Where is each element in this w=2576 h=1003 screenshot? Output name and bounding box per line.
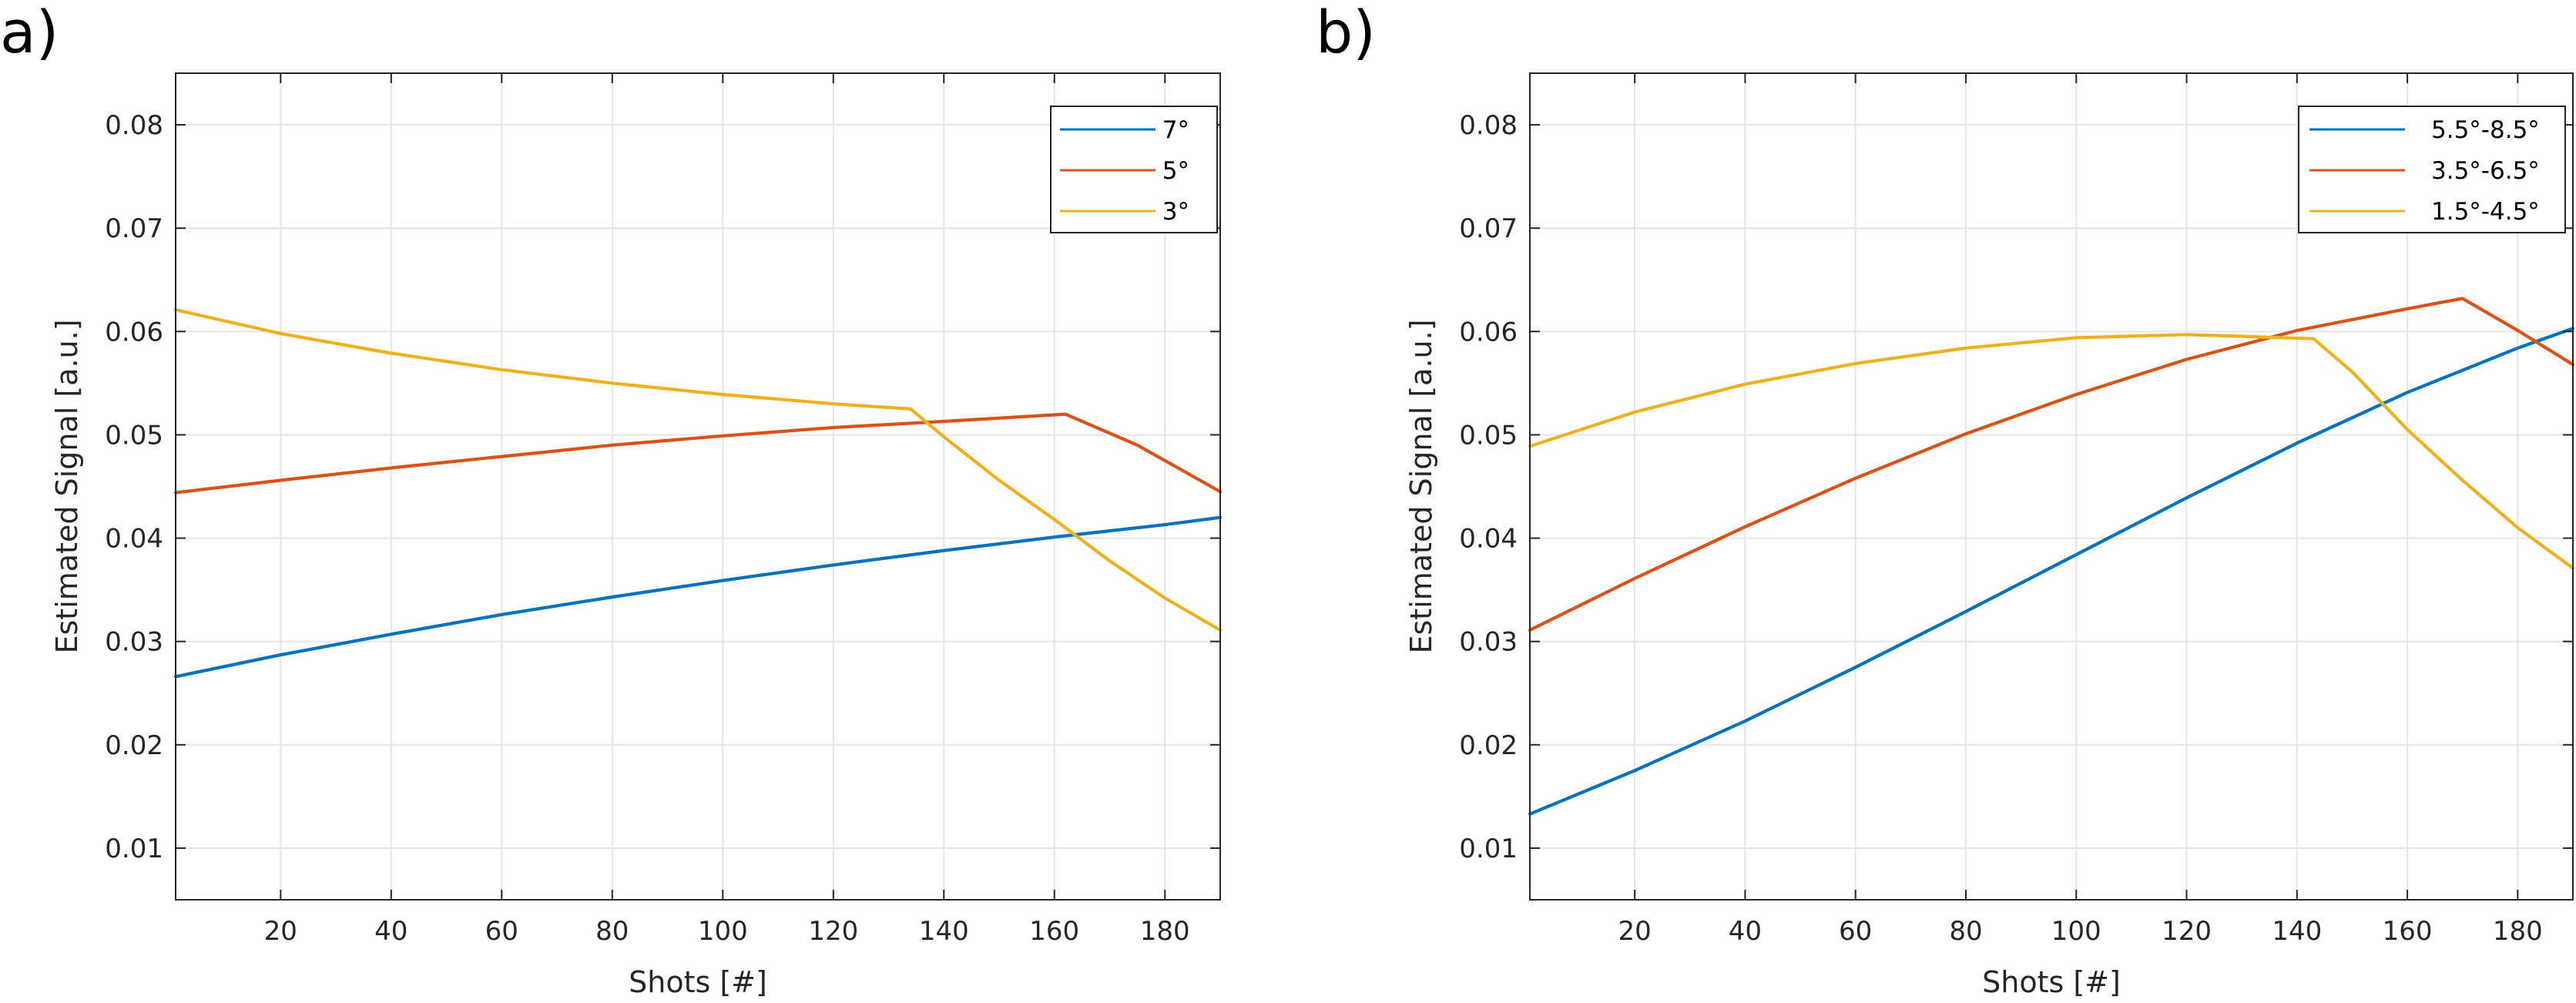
panel-b-y-tick-label: 0.04 bbox=[1459, 524, 1518, 555]
panel-a-legend-label-2: 5° bbox=[1162, 157, 1189, 185]
panel-b-legend: 5.5°-8.5° 3.5°-6.5° 1.5°-4.5° bbox=[2298, 106, 2566, 233]
panel-b-x-axis-label: Shots [#] bbox=[1982, 965, 2121, 999]
panel-b-y-tick-label: 0.02 bbox=[1459, 730, 1518, 761]
panel-b-y-tick-label: 0.08 bbox=[1459, 110, 1518, 141]
panel-a-x-tick-label: 120 bbox=[808, 916, 858, 947]
panel-a-series-line-3 bbox=[173, 308, 1223, 632]
panel-b-x-tick-label: 100 bbox=[2051, 916, 2101, 947]
panel-a-y-tick-label: 0.01 bbox=[105, 834, 163, 864]
panel-b-legend-label-1: 5.5°-8.5° bbox=[2431, 116, 2540, 144]
panel-a-legend-label-3: 3° bbox=[1162, 198, 1189, 226]
panel-b-x-tick-label: 40 bbox=[1729, 916, 1762, 947]
panel-a-y-axis-label: Estimated Signal [a.u.] bbox=[50, 319, 84, 653]
panel-b-y-tick-label: 0.07 bbox=[1459, 213, 1518, 244]
panel-a-x-tick-label: 20 bbox=[264, 916, 297, 947]
panel-a-label: a) bbox=[0, 0, 59, 66]
panel-b-x-tick-label: 80 bbox=[1949, 916, 1982, 947]
panel-a-axes-frame bbox=[175, 72, 1221, 901]
panel-a-x-tick-label: 160 bbox=[1029, 916, 1079, 947]
panel-a-y-tick-label: 0.08 bbox=[105, 110, 163, 141]
panel-a-x-tick-label: 40 bbox=[374, 916, 408, 947]
panel-a-series-line-2 bbox=[173, 412, 1223, 495]
panel-a-y-tick-label: 0.07 bbox=[105, 213, 163, 244]
panel-b-legend-label-2: 3.5°-6.5° bbox=[2431, 157, 2540, 185]
panel-b-y-tick-label: 0.06 bbox=[1459, 317, 1518, 347]
panel-a-x-tick-label: 60 bbox=[485, 916, 518, 947]
panel-b-x-tick-label: 60 bbox=[1839, 916, 1872, 947]
panel-b-y-tick-label: 0.05 bbox=[1459, 420, 1518, 451]
panel-b-y-tick-label: 0.01 bbox=[1459, 834, 1518, 864]
panel-a-x-tick-label: 180 bbox=[1140, 916, 1190, 947]
panel-a-x-tick-label: 100 bbox=[698, 916, 748, 947]
panel-a-legend: 7° 5° 3° bbox=[1050, 106, 1218, 233]
panel-b-series-line-2 bbox=[1528, 297, 2575, 632]
panel-a-x-axis-label: Shots [#] bbox=[629, 965, 767, 999]
panel-a-y-tick-label: 0.04 bbox=[105, 524, 163, 555]
panel-b-x-tick-label: 160 bbox=[2383, 916, 2433, 947]
panel-b-series-line-3 bbox=[1528, 333, 2575, 570]
panel-a-chart: 20 40 60 80 100 120 140 160 180 0.01 0.02 0.03 0.04 0… bbox=[0, 0, 1223, 999]
panel-b-x-tick-label: 20 bbox=[1618, 916, 1651, 947]
panel-b-x-tick-label: 180 bbox=[2493, 916, 2543, 947]
panel-a-y-tick-label: 0.02 bbox=[105, 730, 163, 761]
panel-b-y-tick-label: 0.03 bbox=[1459, 627, 1518, 658]
panel-b-axes-frame bbox=[1529, 72, 2574, 901]
panel-b-x-tick-label: 140 bbox=[2272, 916, 2322, 947]
panel-a-x-tick-label: 140 bbox=[919, 916, 969, 947]
panel-b-x-tick-label: 120 bbox=[2162, 916, 2212, 947]
panel-a-y-tick-label: 0.03 bbox=[105, 627, 163, 658]
panel-a-series-line-1 bbox=[173, 515, 1223, 679]
panel-a-y-tick-label: 0.05 bbox=[105, 420, 163, 451]
panel-b-series-line-1 bbox=[1528, 327, 2575, 816]
panel-b-legend-label-3: 1.5°-4.5° bbox=[2431, 198, 2540, 226]
panel-b-y-axis-label: Estimated Signal [a.u.] bbox=[1404, 319, 1438, 653]
panel-b-label: b) bbox=[1316, 0, 1376, 66]
panel-a-y-tick-label: 0.06 bbox=[105, 317, 163, 347]
panel-b-chart: 20 40 60 80 100 120 140 160 180 0.01 0.02 0.03 0.04 0… bbox=[1316, 0, 2575, 999]
panel-a-legend-label-1: 7° bbox=[1162, 116, 1189, 144]
panel-a-x-tick-label: 80 bbox=[595, 916, 629, 947]
